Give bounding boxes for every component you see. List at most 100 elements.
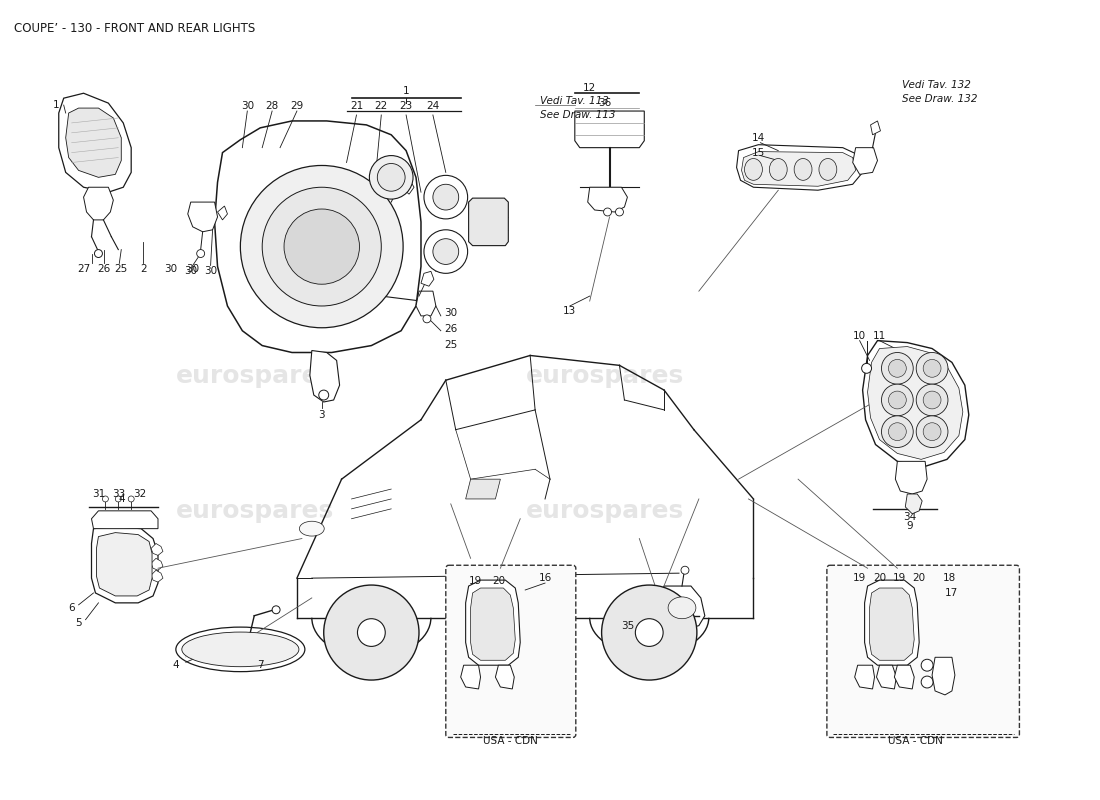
Polygon shape [461,666,481,689]
Text: Vedi Tav. 113: Vedi Tav. 113 [540,96,609,106]
Text: 20: 20 [873,573,886,583]
Circle shape [424,315,431,323]
Text: 2: 2 [140,264,146,274]
Text: eurospares: eurospares [176,499,334,523]
Polygon shape [151,558,163,570]
Ellipse shape [299,522,324,536]
Text: 30: 30 [443,308,456,318]
Polygon shape [877,666,896,689]
Text: 30: 30 [186,264,199,274]
Circle shape [370,155,412,199]
Text: 7: 7 [257,660,264,670]
Polygon shape [66,108,121,178]
Circle shape [424,230,468,274]
Text: 8: 8 [646,621,652,630]
Text: 26: 26 [97,264,110,274]
Circle shape [433,238,459,265]
Circle shape [923,359,940,378]
Text: 21: 21 [350,101,363,111]
Polygon shape [58,94,131,192]
Circle shape [921,659,933,671]
Text: 6: 6 [68,603,75,613]
Text: 15: 15 [751,148,764,158]
Text: 14: 14 [751,133,764,142]
Text: 9: 9 [906,521,913,530]
Text: USA - CDN: USA - CDN [483,737,538,746]
Polygon shape [868,346,962,459]
Circle shape [916,384,948,416]
Circle shape [116,496,121,502]
Polygon shape [870,121,880,134]
Ellipse shape [769,158,788,180]
Circle shape [319,390,329,400]
Text: USA - CDN: USA - CDN [888,737,943,746]
Circle shape [881,353,913,384]
Text: eurospares: eurospares [176,364,334,388]
Circle shape [377,163,405,191]
Circle shape [604,208,612,216]
Polygon shape [84,187,113,220]
Circle shape [881,416,913,447]
Text: 20: 20 [492,576,505,586]
Circle shape [889,359,906,378]
Polygon shape [91,526,158,603]
Text: eurospares: eurospares [526,364,684,388]
Text: 30: 30 [164,264,177,274]
Text: 28: 28 [265,101,278,111]
Polygon shape [469,198,508,246]
Text: COUPE’ - 130 - FRONT AND REAR LIGHTS: COUPE’ - 130 - FRONT AND REAR LIGHTS [14,22,255,35]
Polygon shape [737,145,862,190]
Text: 20: 20 [913,573,926,583]
Ellipse shape [668,597,696,618]
Text: 3: 3 [318,410,326,420]
Text: 29: 29 [290,101,304,111]
Polygon shape [188,202,218,232]
Text: 24: 24 [427,101,440,111]
Polygon shape [416,291,436,316]
Polygon shape [894,666,914,689]
Text: 19: 19 [893,573,906,583]
Text: 30: 30 [184,266,197,276]
Text: See Draw. 132: See Draw. 132 [902,94,978,104]
Text: eurospares: eurospares [526,499,684,523]
Text: 26: 26 [443,324,458,334]
Circle shape [197,250,205,258]
Polygon shape [575,111,645,148]
Text: 13: 13 [563,306,576,316]
Circle shape [129,496,134,502]
Text: 12: 12 [583,83,596,94]
Text: 34: 34 [903,512,917,522]
Polygon shape [402,182,414,194]
Circle shape [424,175,468,219]
Polygon shape [865,580,920,666]
Circle shape [95,250,102,258]
Circle shape [916,353,948,384]
Text: 1: 1 [53,100,59,110]
Polygon shape [97,533,152,596]
Text: 19: 19 [469,576,482,586]
Text: 4: 4 [118,494,124,504]
Polygon shape [218,206,228,220]
Circle shape [442,253,450,261]
Circle shape [358,618,385,646]
Text: 27: 27 [77,264,90,274]
Ellipse shape [182,632,299,666]
FancyBboxPatch shape [827,566,1020,738]
Circle shape [433,184,459,210]
Ellipse shape [794,158,812,180]
Circle shape [284,209,360,284]
Circle shape [889,391,906,409]
Polygon shape [495,666,515,689]
Polygon shape [862,341,969,467]
Polygon shape [932,658,955,695]
Text: 36: 36 [598,98,612,108]
Text: 11: 11 [873,330,887,341]
Polygon shape [214,121,421,353]
Circle shape [889,422,906,441]
Polygon shape [91,511,158,529]
Text: 35: 35 [620,621,634,630]
Text: 16: 16 [538,573,552,583]
Polygon shape [905,494,922,514]
Polygon shape [151,570,163,582]
Circle shape [923,391,940,409]
